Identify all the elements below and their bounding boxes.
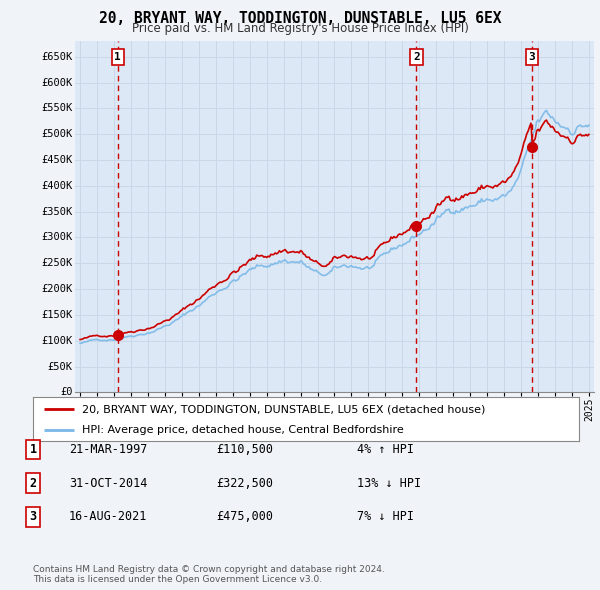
Text: 20, BRYANT WAY, TODDINGTON, DUNSTABLE, LU5 6EX: 20, BRYANT WAY, TODDINGTON, DUNSTABLE, L… (99, 11, 501, 25)
Text: £300K: £300K (41, 232, 73, 242)
Text: £475,000: £475,000 (216, 510, 273, 523)
Text: £650K: £650K (41, 52, 73, 62)
Text: £0: £0 (60, 388, 73, 397)
Text: £110,500: £110,500 (216, 443, 273, 456)
Text: £150K: £150K (41, 310, 73, 320)
Text: £50K: £50K (47, 362, 73, 372)
Text: 20, BRYANT WAY, TODDINGTON, DUNSTABLE, LU5 6EX (detached house): 20, BRYANT WAY, TODDINGTON, DUNSTABLE, L… (82, 405, 485, 414)
Text: Price paid vs. HM Land Registry's House Price Index (HPI): Price paid vs. HM Land Registry's House … (131, 22, 469, 35)
Text: HPI: Average price, detached house, Central Bedfordshire: HPI: Average price, detached house, Cent… (82, 425, 404, 435)
Text: £200K: £200K (41, 284, 73, 294)
Text: 13% ↓ HPI: 13% ↓ HPI (357, 477, 421, 490)
Text: £250K: £250K (41, 258, 73, 268)
Text: 31-OCT-2014: 31-OCT-2014 (69, 477, 148, 490)
Text: £500K: £500K (41, 129, 73, 139)
Text: £600K: £600K (41, 78, 73, 87)
Text: Contains HM Land Registry data © Crown copyright and database right 2024.
This d: Contains HM Land Registry data © Crown c… (33, 565, 385, 584)
Text: £450K: £450K (41, 155, 73, 165)
Text: 1: 1 (29, 443, 37, 456)
Text: 16-AUG-2021: 16-AUG-2021 (69, 510, 148, 523)
Text: 2: 2 (29, 477, 37, 490)
Text: £322,500: £322,500 (216, 477, 273, 490)
Text: 4% ↑ HPI: 4% ↑ HPI (357, 443, 414, 456)
Text: £100K: £100K (41, 336, 73, 346)
Text: 3: 3 (29, 510, 37, 523)
Text: 7% ↓ HPI: 7% ↓ HPI (357, 510, 414, 523)
Text: 1: 1 (115, 52, 121, 62)
Text: £400K: £400K (41, 181, 73, 191)
Text: 3: 3 (529, 52, 535, 62)
Text: 21-MAR-1997: 21-MAR-1997 (69, 443, 148, 456)
Text: £350K: £350K (41, 206, 73, 217)
Text: 2: 2 (413, 52, 420, 62)
Text: £550K: £550K (41, 103, 73, 113)
